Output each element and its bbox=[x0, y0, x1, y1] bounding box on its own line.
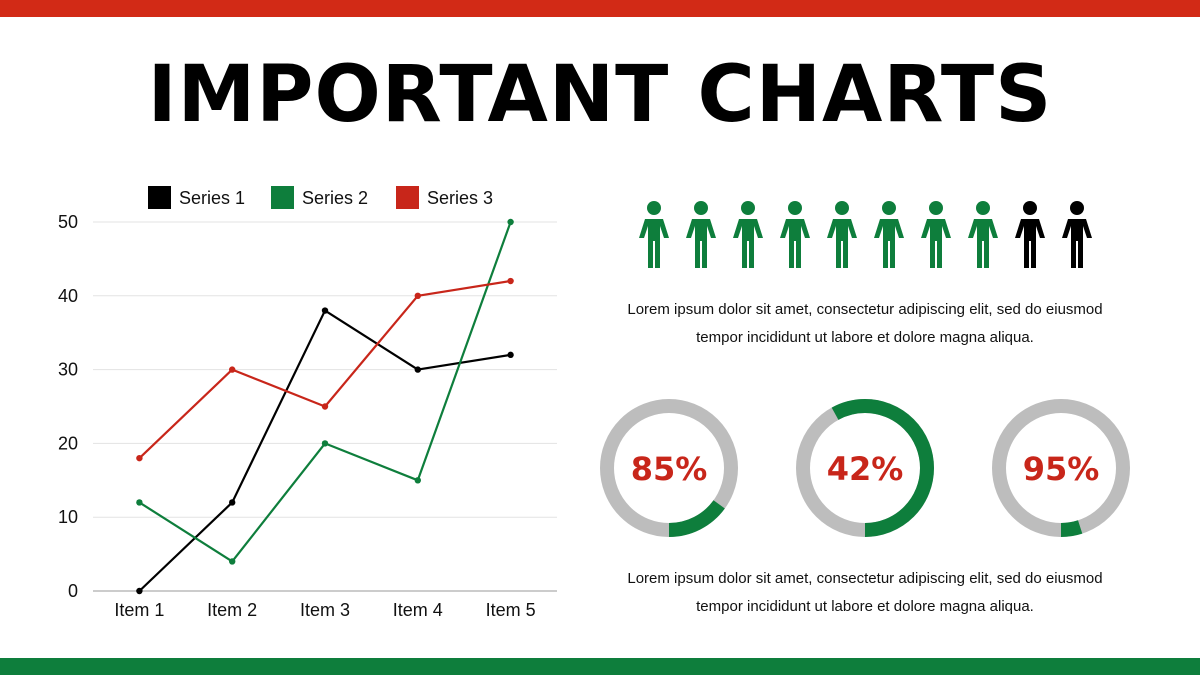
data-point bbox=[414, 292, 421, 299]
data-point bbox=[321, 307, 329, 314]
legend-swatch bbox=[396, 186, 419, 209]
line-chart: 0 10 20 30 40 50 Item 1 Item 2 Item 3 Item 4 Item … bbox=[58, 186, 557, 620]
data-point bbox=[321, 440, 329, 447]
series-line-1 bbox=[138, 309, 511, 592]
person-icon bbox=[1015, 201, 1045, 268]
person-icon bbox=[1062, 201, 1092, 268]
description-paragraph-bottom: Lorem ipsum dolor sit amet, consectetur … bbox=[627, 570, 1103, 615]
data-point bbox=[414, 477, 421, 484]
y-tick-label: 10 bbox=[58, 507, 78, 527]
person-icon bbox=[639, 201, 669, 268]
y-tick-label: 30 bbox=[58, 360, 78, 380]
person-icon bbox=[968, 201, 998, 268]
donut-charts: 85% 42% 95% bbox=[600, 399, 1130, 537]
person-icon bbox=[686, 201, 716, 268]
person-icon bbox=[874, 201, 904, 268]
data-point bbox=[229, 558, 236, 565]
donut-fill bbox=[992, 399, 1130, 537]
series-line-2 bbox=[138, 221, 512, 563]
donut-fill bbox=[796, 399, 934, 537]
legend-swatch bbox=[271, 186, 294, 209]
x-tick-label: Item 1 bbox=[114, 600, 164, 620]
person-icon bbox=[733, 201, 763, 268]
donut-percent-label: 42% bbox=[827, 450, 904, 488]
person-icon bbox=[827, 201, 857, 268]
data-point bbox=[414, 366, 421, 373]
donut-percent-label: 85% bbox=[631, 450, 708, 488]
y-tick-label: 50 bbox=[58, 212, 78, 232]
legend-swatch bbox=[148, 186, 171, 209]
data-point bbox=[136, 587, 143, 595]
data-point bbox=[507, 351, 514, 359]
top-color-band bbox=[0, 0, 1200, 17]
donut-fill bbox=[600, 399, 738, 537]
data-point bbox=[229, 499, 236, 506]
person-icon bbox=[921, 201, 951, 268]
description-paragraph-top: Lorem ipsum dolor sit amet, consectetur … bbox=[627, 301, 1103, 346]
x-tick-label: Item 3 bbox=[300, 600, 350, 620]
page-title: IMPORTANT CHARTS bbox=[147, 50, 1053, 140]
y-tick-label: 40 bbox=[58, 286, 78, 306]
legend-label: Series 2 bbox=[302, 188, 368, 208]
donut-percent-label: 95% bbox=[1023, 450, 1100, 488]
data-point bbox=[136, 454, 143, 462]
data-point bbox=[507, 218, 514, 226]
x-tick-label: Item 2 bbox=[207, 600, 257, 620]
data-point bbox=[507, 277, 514, 285]
y-tick-label: 0 bbox=[68, 581, 78, 601]
y-tick-label: 20 bbox=[58, 433, 78, 453]
data-point bbox=[321, 403, 329, 410]
people-pictogram bbox=[639, 201, 1092, 268]
bottom-color-band bbox=[0, 658, 1200, 675]
data-point bbox=[229, 366, 236, 373]
x-tick-label: Item 4 bbox=[393, 600, 443, 620]
legend-label: Series 3 bbox=[427, 188, 493, 208]
x-tick-label: Item 5 bbox=[486, 600, 536, 620]
person-icon bbox=[780, 201, 810, 268]
legend-label: Series 1 bbox=[179, 188, 245, 208]
data-point bbox=[136, 499, 143, 506]
